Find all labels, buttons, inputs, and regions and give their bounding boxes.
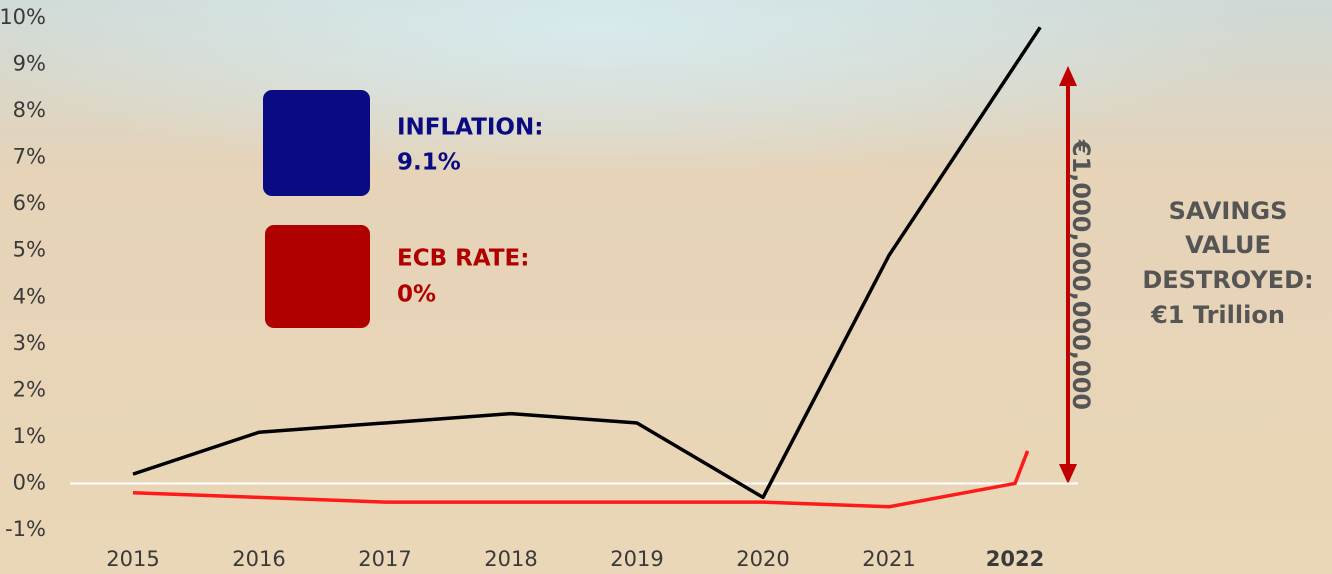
note-line: DESTROYED: — [1142, 266, 1313, 294]
x-tick-label: 2020 — [736, 547, 789, 571]
y-tick-label: 2% — [13, 377, 46, 401]
ecb-swatch — [265, 225, 370, 328]
x-tick-label: 2015 — [106, 547, 159, 571]
x-tick-label: 2022 — [986, 547, 1044, 571]
y-tick-label: 8% — [13, 98, 46, 122]
x-tick-label: 2017 — [358, 547, 411, 571]
inflation-label: INFLATION: — [397, 115, 543, 141]
amount-label: €1,000,000,000,000 — [1067, 139, 1095, 410]
y-tick-label: 6% — [13, 191, 46, 215]
background-glow — [0, 0, 1332, 300]
x-tick-label: 2019 — [610, 547, 663, 571]
y-tick-label: 9% — [13, 52, 46, 76]
y-tick-label: 7% — [13, 145, 46, 169]
y-tick-label: 3% — [13, 331, 46, 355]
chart: INFLATION: 9.1% ECB RATE: 0% €1,000,000,… — [0, 0, 1332, 574]
y-tick-label: 4% — [13, 284, 46, 308]
note-line: VALUE — [1185, 231, 1271, 259]
x-tick-label: 2021 — [862, 547, 915, 571]
note-line: SAVINGS — [1169, 197, 1288, 225]
x-tick-label: 2018 — [484, 547, 537, 571]
inflation-value: 9.1% — [397, 150, 461, 176]
ecb-value: 0% — [397, 282, 436, 308]
note-line: €1 Trillion — [1150, 301, 1285, 329]
ecb-label: ECB RATE: — [397, 246, 529, 272]
y-tick-label: 5% — [13, 238, 46, 262]
y-tick-label: 0% — [13, 470, 46, 494]
x-tick-label: 2016 — [232, 547, 285, 571]
y-tick-label: 10% — [0, 5, 46, 29]
y-tick-label: 1% — [13, 424, 46, 448]
inflation-swatch — [263, 90, 370, 196]
y-tick-label: -1% — [5, 517, 46, 541]
